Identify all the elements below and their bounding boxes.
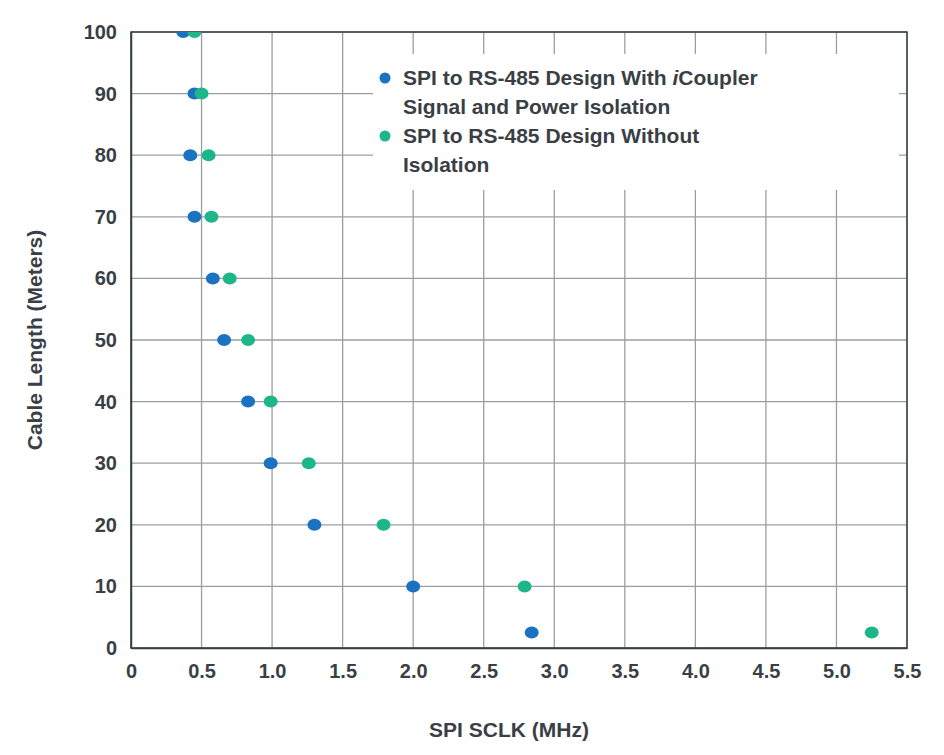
- point: [406, 580, 420, 592]
- x-tick-label: 3.5: [611, 660, 639, 682]
- legend-label: SPI to RS-485 Design With iCouplerSignal…: [403, 66, 758, 118]
- x-tick-label: 2.5: [470, 660, 498, 682]
- chart: 0 0.5 1.0 1.5 2.0 2.5 3.0 3.5 4.0 4.5 5.0 5.5 0 10 20 3…: [0, 0, 944, 755]
- point: [187, 211, 201, 223]
- grid-line-y: [131, 463, 907, 464]
- y-tick-label: 80: [95, 144, 117, 166]
- legend-item: SPI to RS-485 Design With iCouplerSignal…: [380, 66, 758, 118]
- x-tick: 0.5: [188, 648, 216, 682]
- point: [223, 272, 237, 284]
- point: [307, 519, 321, 531]
- y-tick-label: 30: [95, 452, 117, 474]
- point: [206, 272, 220, 284]
- grid-line-y: [131, 278, 907, 279]
- plot: 0 0.5 1.0 1.5 2.0 2.5 3.0 3.5 4.0 4.5 5.0 5.5 0 10 20 3…: [84, 21, 922, 682]
- y-tick-label: 50: [95, 329, 117, 351]
- x-tick: 2.0: [400, 648, 428, 682]
- point: [187, 32, 201, 38]
- x-tick: 4.0: [682, 648, 710, 682]
- x-tick: 1.5: [329, 648, 357, 682]
- x-tick-label: 1.0: [259, 660, 287, 682]
- point: [183, 149, 197, 161]
- point: [264, 396, 278, 408]
- y-tick-label: 20: [95, 514, 117, 536]
- x-tick-label: 4.0: [682, 660, 710, 682]
- legend-item: SPI to RS-485 Design WithoutIsolation: [380, 124, 700, 176]
- point: [241, 334, 255, 346]
- x-tick-label: 0.5: [188, 660, 216, 682]
- x-tick: 3.0: [541, 648, 569, 682]
- y-tick: 10: [95, 575, 131, 597]
- y-tick-label: 70: [95, 206, 117, 228]
- x-tick: 3.5: [611, 648, 639, 682]
- y-tick-label: 100: [84, 21, 117, 43]
- series: [176, 32, 538, 639]
- x-tick-label: 0: [126, 660, 137, 682]
- y-tick: 60: [95, 267, 131, 289]
- y-axis-title: Cable Length (Meters): [23, 230, 46, 451]
- grid-line-y: [131, 524, 907, 525]
- x-axis-title: SPI SCLK (MHz): [429, 718, 589, 741]
- grid: [131, 32, 907, 648]
- y-tick-label: 0: [106, 637, 117, 659]
- y-tick: 80: [95, 144, 131, 166]
- x-tick: 5.5: [894, 648, 922, 682]
- point: [241, 396, 255, 408]
- point: [518, 580, 532, 592]
- y-tick-label: 60: [95, 267, 117, 289]
- x-tick-label: 1.5: [329, 660, 357, 682]
- legend-marker: [380, 131, 391, 142]
- x-tick: 1.0: [259, 648, 287, 682]
- points: [176, 32, 879, 639]
- x-tick-label: 3.0: [541, 660, 569, 682]
- legend: SPI to RS-485 Design With iCouplerSignal…: [373, 54, 899, 190]
- y-tick: 20: [95, 514, 131, 536]
- plot-frame: [131, 32, 907, 648]
- x-tick-label: 5.0: [823, 660, 851, 682]
- y-tick: 90: [95, 83, 131, 105]
- point: [377, 519, 391, 531]
- legend-marker: [380, 73, 391, 84]
- x-tick: 0: [126, 648, 137, 682]
- series: [187, 32, 878, 639]
- x-tick: 4.5: [753, 648, 781, 682]
- y-axis: 0 10 20 30 40 50 60 70 80 90 100: [84, 21, 132, 659]
- point: [217, 334, 231, 346]
- y-tick: 100: [84, 21, 131, 43]
- x-tick-label: 4.5: [753, 660, 781, 682]
- y-tick-label: 10: [95, 575, 117, 597]
- point: [264, 457, 278, 469]
- y-tick: 0: [106, 637, 131, 659]
- point: [302, 457, 316, 469]
- point: [195, 88, 209, 100]
- grid-line-y: [131, 216, 907, 217]
- y-tick-label: 90: [95, 83, 117, 105]
- y-tick: 70: [95, 206, 131, 228]
- point: [202, 149, 216, 161]
- x-tick: 2.5: [470, 648, 498, 682]
- point: [525, 627, 539, 639]
- x-tick-label: 2.0: [400, 660, 428, 682]
- y-tick: 50: [95, 329, 131, 351]
- legend-label: SPI to RS-485 Design WithoutIsolation: [403, 124, 699, 176]
- y-tick: 40: [95, 391, 131, 413]
- x-axis: 0 0.5 1.0 1.5 2.0 2.5 3.0 3.5 4.0 4.5 5.0 5.5: [126, 648, 921, 682]
- x-tick-label: 5.5: [894, 660, 922, 682]
- point: [204, 211, 218, 223]
- legend-background: [373, 54, 899, 190]
- x-tick: 5.0: [823, 648, 851, 682]
- y-tick-label: 40: [95, 391, 117, 413]
- y-tick: 30: [95, 452, 131, 474]
- point: [865, 627, 879, 639]
